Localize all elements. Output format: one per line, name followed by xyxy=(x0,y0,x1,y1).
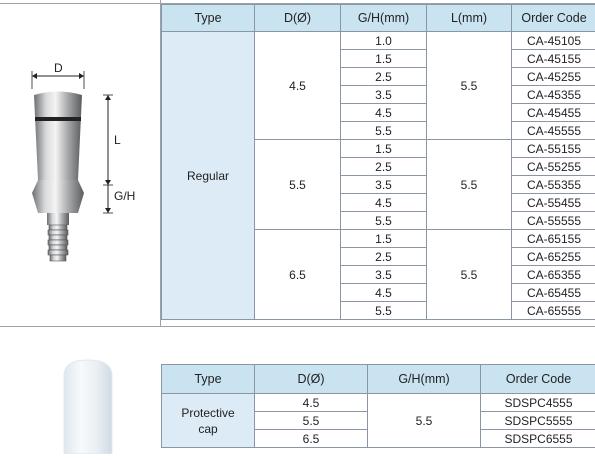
order-code-cell: CA-65155 xyxy=(511,229,595,248)
order-code-cell: CA-45455 xyxy=(511,103,595,122)
gh-cell: 2.5 xyxy=(340,157,427,176)
gh-cell: 3.5 xyxy=(340,175,427,194)
column-divider xyxy=(160,0,161,327)
l-dimension-label: L xyxy=(114,133,121,147)
type-cell: Protective cap xyxy=(161,393,255,448)
order-code-cell: CA-55155 xyxy=(511,139,595,158)
gh-cell: 5.5 xyxy=(367,393,481,448)
gh-cell: 4.5 xyxy=(340,193,427,212)
order-code-cell: SDSPC6555 xyxy=(480,429,595,448)
gh-cell: 2.5 xyxy=(340,247,427,266)
diameter-cell: 5.5 xyxy=(254,411,368,430)
gh-cell: 5.5 xyxy=(340,121,427,140)
order-code-cell: CA-45105 xyxy=(511,31,595,50)
gh-cell: 1.5 xyxy=(340,49,427,68)
header-diameter: D(Ø) xyxy=(254,4,341,32)
length-cell: 5.5 xyxy=(426,31,512,140)
diameter-cell: 4.5 xyxy=(254,393,368,412)
order-code-cell: CA-45355 xyxy=(511,85,595,104)
gh-cell: 3.5 xyxy=(340,265,427,284)
section-divider xyxy=(0,326,595,327)
abutment-spec-table: Type D(Ø) G/H(mm) L(mm) Order Code Regul… xyxy=(161,4,595,320)
gh-cell: 4.5 xyxy=(340,103,427,122)
order-code-cell: CA-55255 xyxy=(511,157,595,176)
diameter-cell: 4.5 xyxy=(254,31,341,140)
gh-cell: 5.5 xyxy=(340,211,427,230)
d-dimension-label: D xyxy=(54,61,63,75)
order-code-cell: CA-65355 xyxy=(511,265,595,284)
header-order-code: Order Code xyxy=(511,4,595,32)
gh-cell: 3.5 xyxy=(340,85,427,104)
header-order-code: Order Code xyxy=(480,364,595,394)
order-code-cell: CA-65255 xyxy=(511,247,595,266)
order-code-cell: CA-45555 xyxy=(511,121,595,140)
header-type: Type xyxy=(161,364,255,394)
gh-dimension-label: G/H xyxy=(114,189,136,203)
gh-cell: 5.5 xyxy=(340,301,427,320)
order-code-cell: SDSPC4555 xyxy=(480,393,595,412)
header-type: Type xyxy=(161,4,255,32)
header-gh: G/H(mm) xyxy=(367,364,481,394)
order-code-cell: CA-45155 xyxy=(511,49,595,68)
gh-cell: 4.5 xyxy=(340,283,427,302)
order-code-cell: CA-65555 xyxy=(511,301,595,320)
order-code-cell: CA-55555 xyxy=(511,211,595,230)
diameter-cell: 6.5 xyxy=(254,229,341,320)
length-cell: 5.5 xyxy=(426,139,512,230)
type-cell: Regular xyxy=(161,31,255,320)
order-code-cell: CA-55455 xyxy=(511,193,595,212)
length-cell: 5.5 xyxy=(426,229,512,320)
header-diameter: D(Ø) xyxy=(254,364,368,394)
order-code-cell: SDSPC5555 xyxy=(480,411,595,430)
diameter-cell: 6.5 xyxy=(254,429,368,448)
gh-cell: 1.5 xyxy=(340,229,427,248)
protective-cap-illustration xyxy=(63,359,113,454)
gh-cell: 2.5 xyxy=(340,67,427,86)
top-rule xyxy=(0,3,595,4)
abutment-diagram xyxy=(31,71,113,262)
diameter-cell: 5.5 xyxy=(254,139,341,230)
gh-cell: 1.5 xyxy=(340,139,427,158)
order-code-cell: CA-45255 xyxy=(511,67,595,86)
protective-cap-table: Type D(Ø) G/H(mm) Order Code Protective … xyxy=(161,364,595,448)
gh-cell: 1.0 xyxy=(340,31,427,50)
header-length: L(mm) xyxy=(426,4,512,32)
order-code-cell: CA-65455 xyxy=(511,283,595,302)
header-gh: G/H(mm) xyxy=(340,4,427,32)
order-code-cell: CA-55355 xyxy=(511,175,595,194)
